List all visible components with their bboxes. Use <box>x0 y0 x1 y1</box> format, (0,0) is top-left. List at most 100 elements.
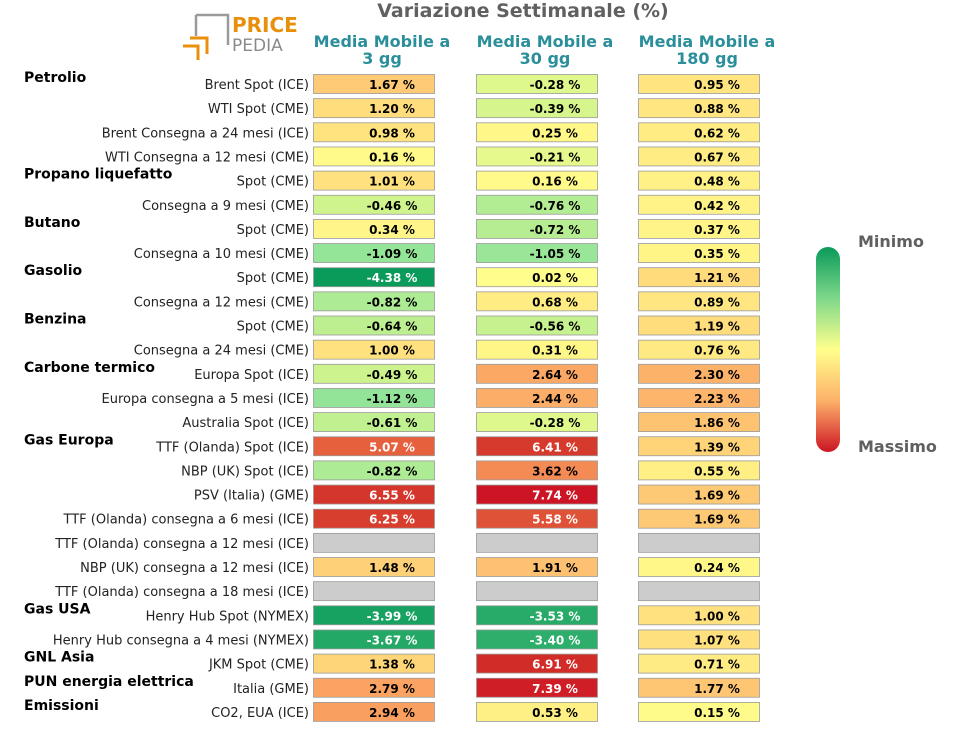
heat-cell <box>638 653 760 674</box>
group-label: Gas USA <box>24 601 91 617</box>
table-row: Consegna a 24 mesi (CME) 1.00 % 0.31 % 0.76… <box>134 339 760 360</box>
heat-cell <box>476 436 598 457</box>
cell-value: 1.48 % <box>369 561 415 575</box>
cell-value: 1.69 % <box>694 489 740 503</box>
heat-cell <box>638 532 760 553</box>
heat-cell <box>638 146 760 167</box>
cell-value: -0.28 % <box>530 78 581 92</box>
heat-cell <box>476 243 598 263</box>
heat-cell <box>476 98 598 119</box>
legend-color-bar <box>816 247 840 452</box>
heat-cell <box>638 412 760 433</box>
table-row: Consegna a 10 mesi (CME) -1.09 % -1.05 % 0.… <box>134 243 760 263</box>
heat-cell <box>476 484 598 505</box>
table-row: Spot (CME) 0.34 % -0.72 % 0.37 % <box>237 218 760 239</box>
heat-cell <box>476 194 598 215</box>
cell-value: -0.56 % <box>530 320 581 334</box>
cell-value: 1.77 % <box>694 682 740 696</box>
heat-cell <box>638 581 760 602</box>
heat-cell <box>638 436 760 457</box>
table-row: NBP (UK) consegna a 12 mesi (ICE) 1.48 % 1… <box>80 557 760 577</box>
heat-cell <box>313 98 435 119</box>
cell-value: 1.00 % <box>694 609 740 623</box>
heat-cell <box>638 508 760 529</box>
cell-value: -3.53 % <box>530 609 581 623</box>
heat-cell <box>476 629 598 650</box>
cell-value: 0.55 % <box>694 464 740 478</box>
heat-cell <box>638 74 760 94</box>
heat-cell <box>638 218 760 239</box>
row-label: Australia Spot (ICE) <box>182 416 309 431</box>
heat-cell <box>313 508 435 529</box>
column-header-3-line-2: 180 gg <box>676 49 738 68</box>
row-label: Brent Consegna a 24 mesi (ICE) <box>102 126 309 141</box>
heat-cell <box>313 436 435 457</box>
cell-value: 1.00 % <box>369 344 415 358</box>
heat-cell <box>476 291 598 312</box>
heat-cell <box>313 653 435 674</box>
heat-cell <box>476 702 598 722</box>
chart-title: Variazione Settimanale (%) <box>377 0 668 22</box>
cell-value: 7.39 % <box>532 682 578 696</box>
row-label: TTF (Olanda) Spot (ICE) <box>155 440 309 455</box>
heat-cell <box>476 508 598 529</box>
cell-value: 0.16 % <box>532 175 578 189</box>
cell-value: 0.68 % <box>532 295 578 309</box>
cell-value: -3.67 % <box>367 633 418 647</box>
table-row: NBP (UK) Spot (ICE) -0.82 % 3.62 % 0.55 % <box>181 460 760 481</box>
table-row: Brent Consegna a 24 mesi (ICE) 0.98 % 0.25… <box>102 122 760 143</box>
cell-value: 2.23 % <box>694 392 740 406</box>
group-label: PUN energia elettrica <box>24 674 194 690</box>
heat-cell <box>476 267 598 288</box>
cell-value: 1.21 % <box>694 271 740 285</box>
heat-cell <box>313 194 435 215</box>
column-header-1-line-2: 3 gg <box>362 49 402 68</box>
cell-value: 0.53 % <box>532 706 578 720</box>
cell-value: 1.91 % <box>532 561 578 575</box>
heat-cell <box>313 412 435 433</box>
cell-value: 0.31 % <box>532 344 578 358</box>
row-label: TTF (Olanda) consegna a 6 mesi (ICE) <box>63 513 309 528</box>
table-row: Europa Spot (ICE) -0.49 % 2.64 % 2.30 % <box>194 363 760 384</box>
table-row: JKM Spot (CME) 1.38 % 6.91 % 0.71 % <box>208 653 760 674</box>
group-label: Benzina <box>24 312 87 328</box>
cell-value: 0.24 % <box>694 561 740 575</box>
cell-value: 5.07 % <box>369 440 415 454</box>
table-rows: Petrolio Brent Spot (ICE) 1.67 % -0.28 % 0.9… <box>24 70 760 722</box>
logo-word-pedia: PEDIA <box>232 36 283 56</box>
heat-cell <box>638 194 760 215</box>
heat-cell <box>638 267 760 288</box>
row-label: Europa consegna a 5 mesi (ICE) <box>102 392 309 407</box>
row-label: Spot (CME) <box>237 175 309 190</box>
column-header-1-line-1: Media Mobile a <box>314 32 451 51</box>
heat-cell <box>476 605 598 626</box>
cell-value: 0.67 % <box>694 150 740 164</box>
row-label: Spot (CME) <box>237 223 309 238</box>
cell-value: -1.05 % <box>530 247 581 261</box>
row-label: PSV (Italia) (GME) <box>194 489 309 504</box>
cell-value: -3.99 % <box>367 609 418 623</box>
heat-cell <box>476 557 598 577</box>
group-label: Emissioni <box>24 698 99 714</box>
cell-value: 6.55 % <box>369 489 415 503</box>
heat-cell <box>476 460 598 481</box>
heat-cell <box>638 122 760 143</box>
heat-cell <box>476 363 598 384</box>
cell-value: 0.89 % <box>694 295 740 309</box>
group-label: Petrolio <box>24 70 87 86</box>
cell-value: 3.62 % <box>532 464 578 478</box>
row-label: NBP (UK) Spot (ICE) <box>181 464 309 479</box>
row-label: WTI Spot (CME) <box>208 102 309 117</box>
table-row: Consegna a 12 mesi (CME) -0.82 % 0.68 % 0.8… <box>134 291 760 312</box>
heat-cell <box>476 532 598 553</box>
cell-value: 2.44 % <box>532 392 578 406</box>
cell-value: 0.48 % <box>694 175 740 189</box>
cell-value: 6.25 % <box>369 513 415 527</box>
heat-cell <box>638 388 760 408</box>
cell-value: 2.30 % <box>694 368 740 382</box>
table-row: Australia Spot (ICE) -0.61 % -0.28 % 1.86 % <box>182 412 760 433</box>
row-label: NBP (UK) consegna a 12 mesi (ICE) <box>80 561 309 576</box>
group-label: GNL Asia <box>24 650 94 666</box>
